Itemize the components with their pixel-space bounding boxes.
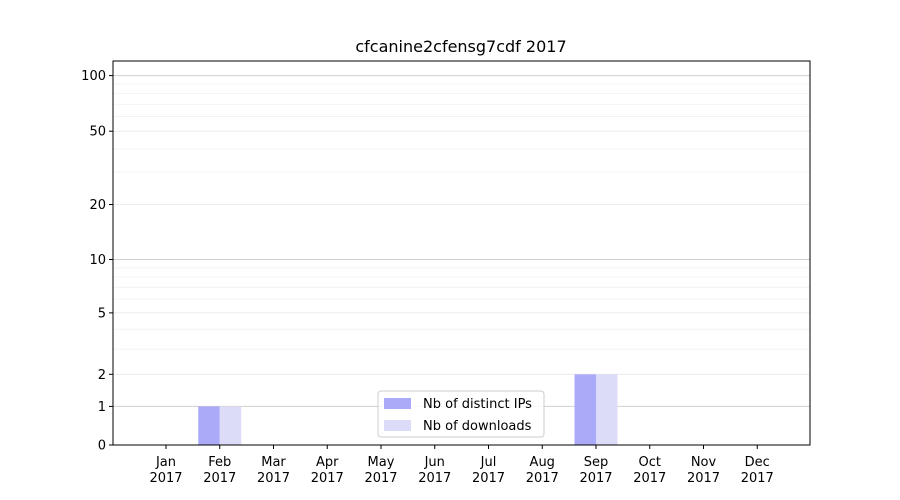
x-tick-label-year: 2017: [526, 471, 559, 486]
x-tick-label-month: Apr: [316, 455, 339, 470]
bar: [219, 406, 242, 445]
legend-box: [377, 390, 545, 438]
x-tick-label-year: 2017: [203, 471, 236, 486]
y-tick-label: 20: [89, 198, 106, 213]
legend-swatch: [384, 420, 411, 431]
chart-title: cfcanine2cfensg7cdf 2017: [355, 37, 566, 56]
x-tick-label-month: Jul: [480, 455, 497, 470]
grid: [113, 75, 810, 446]
x-tick-label-year: 2017: [257, 471, 290, 486]
legend-swatch: [384, 398, 411, 409]
legend-label: Nb of distinct IPs: [423, 397, 532, 412]
y-axis: 0 1 2 5 10 20 50 100: [81, 69, 113, 454]
x-tick-label-year: 2017: [472, 471, 505, 486]
bar: [596, 374, 618, 445]
x-tick-label-month: Feb: [208, 455, 231, 470]
plot-frame: [112, 60, 811, 446]
x-tick-label-year: 2017: [633, 471, 666, 486]
x-tick-label-month: Aug: [530, 455, 555, 470]
x-tick-label-year: 2017: [741, 471, 774, 486]
legend-label: Nb of downloads: [423, 419, 532, 434]
bar: [198, 406, 220, 445]
y-tick-label: 2: [98, 368, 106, 383]
y-tick-label: 0: [98, 439, 106, 454]
x-tick-label-year: 2017: [579, 471, 612, 486]
x-tick-label-month: Sep: [584, 455, 609, 470]
x-tick-label-month: Jun: [424, 455, 445, 470]
x-tick-label-year: 2017: [418, 471, 451, 486]
y-tick-label: 100: [81, 69, 106, 84]
legend: Nb of distinct IPs Nb of downloads: [377, 390, 545, 438]
x-tick-label-month: Jan: [155, 455, 176, 470]
y-tick-label: 5: [98, 306, 106, 321]
x-tick-label-year: 2017: [149, 471, 182, 486]
x-tick-label-year: 2017: [687, 471, 720, 486]
x-tick-label-month: Nov: [691, 455, 717, 470]
y-tick-label: 10: [89, 253, 106, 268]
x-tick-label-month: Dec: [745, 455, 770, 470]
y-tick-label: 1: [98, 400, 106, 415]
x-tick-label-month: May: [368, 455, 395, 470]
bars: [198, 374, 618, 445]
x-tick-label-year: 2017: [311, 471, 344, 486]
y-tick-label: 50: [89, 125, 106, 140]
x-axis: Jan2017Feb2017Mar2017Apr2017May2017Jun20…: [149, 445, 774, 486]
x-tick-label-year: 2017: [364, 471, 397, 486]
x-tick-label-month: Oct: [639, 455, 661, 470]
bar: [574, 374, 596, 445]
x-tick-label-month: Mar: [261, 455, 286, 470]
